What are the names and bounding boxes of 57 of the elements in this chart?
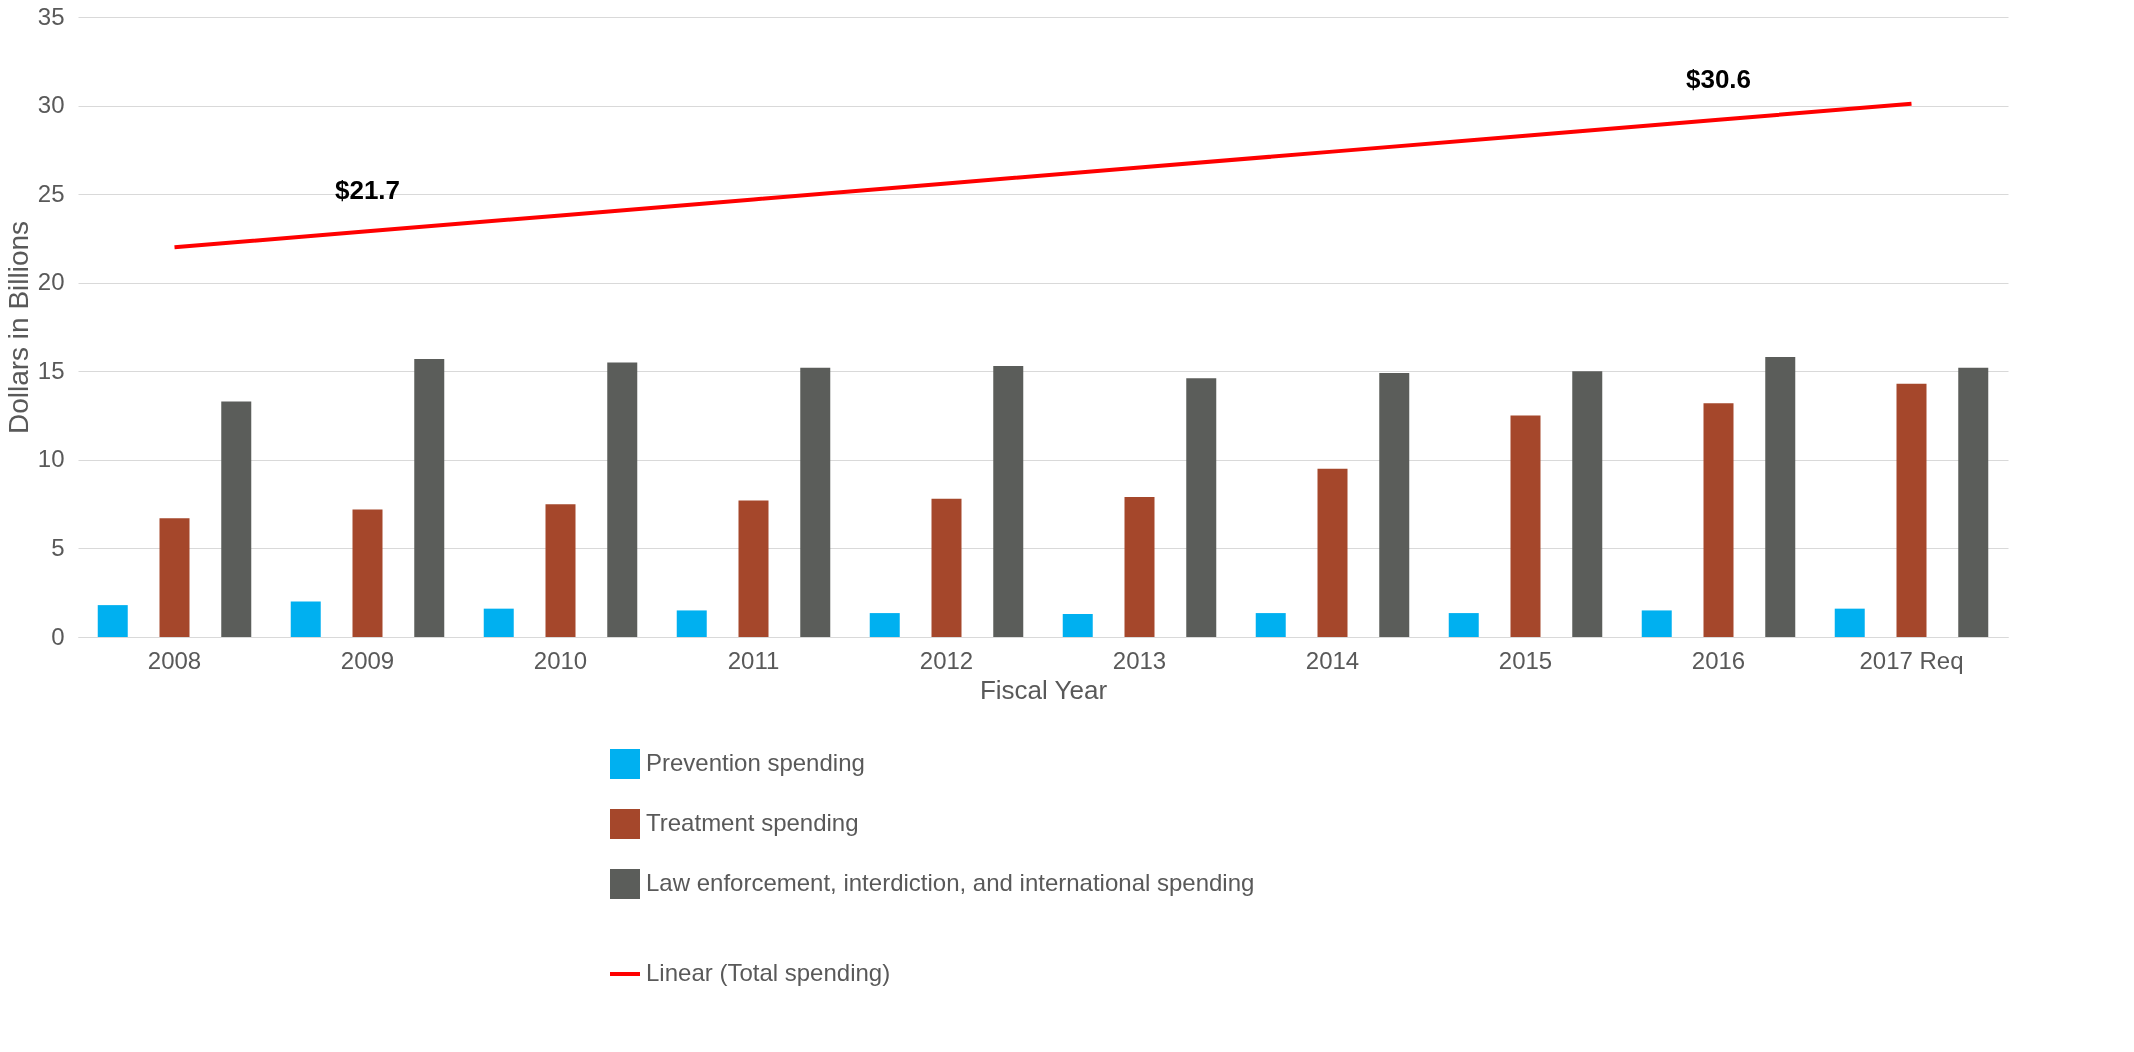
line-series	[172, 101, 1914, 250]
bar	[607, 362, 638, 637]
bar	[1255, 613, 1286, 637]
bar	[1896, 383, 1927, 637]
y-tick-label: 30	[37, 91, 65, 119]
x-tick-label: 2014	[1305, 646, 1360, 674]
bar	[1317, 468, 1348, 637]
bar	[1379, 373, 1410, 637]
bar	[1834, 608, 1865, 637]
bar	[800, 367, 831, 637]
x-tick-label: 2013	[1112, 646, 1167, 674]
bar	[1448, 613, 1479, 637]
bar	[738, 500, 769, 637]
bar	[1703, 403, 1734, 637]
bar	[993, 365, 1024, 637]
bar	[1510, 415, 1541, 637]
bar	[159, 518, 190, 637]
x-tick-label: 2016	[1691, 646, 1746, 674]
bar	[1641, 610, 1672, 637]
legend-label: Law enforcement, interdiction, and international spending	[646, 869, 1255, 896]
x-tick-label: 2009	[340, 646, 395, 674]
x-tick-label: 2012	[919, 646, 974, 674]
annotation: $30.6	[1685, 63, 1752, 94]
y-tick-label: 10	[37, 445, 65, 473]
y-tick-label: 35	[37, 2, 65, 30]
x-tick-label: 2015	[1498, 646, 1553, 674]
x-tick-label: 2010	[533, 646, 588, 674]
bar	[352, 509, 383, 637]
bar	[1186, 378, 1217, 637]
legend-label: Linear (Total spending)	[646, 959, 891, 986]
y-axis-title: Dollars in Billions	[2, 220, 34, 435]
bar	[676, 610, 707, 637]
bar	[414, 358, 445, 637]
y-tick-label: 5	[51, 533, 65, 561]
y-tick-label: 15	[37, 356, 65, 384]
x-tick-label: 2017 Req	[1859, 646, 1964, 674]
legend-label: Treatment spending	[646, 809, 859, 836]
x-tick-label: 2008	[147, 646, 202, 674]
bar	[221, 401, 252, 637]
x-axis-title: Fiscal Year	[979, 674, 1108, 705]
bar	[1062, 613, 1093, 637]
bar	[1765, 357, 1796, 637]
x-tick-label: 2011	[727, 646, 780, 674]
bar	[545, 504, 576, 637]
y-tick-label: 25	[37, 179, 65, 207]
bar	[1572, 371, 1603, 637]
y-tick-label: 0	[51, 622, 65, 650]
bar	[483, 608, 514, 637]
y-tick-label: 20	[37, 268, 65, 296]
bar	[931, 498, 962, 637]
bar	[290, 601, 321, 637]
legend-label: Prevention spending	[646, 749, 865, 776]
bar	[1124, 497, 1155, 637]
bar	[1958, 367, 1989, 637]
bar	[97, 605, 128, 637]
annotation: $21.7	[334, 175, 401, 206]
bar	[869, 613, 900, 637]
